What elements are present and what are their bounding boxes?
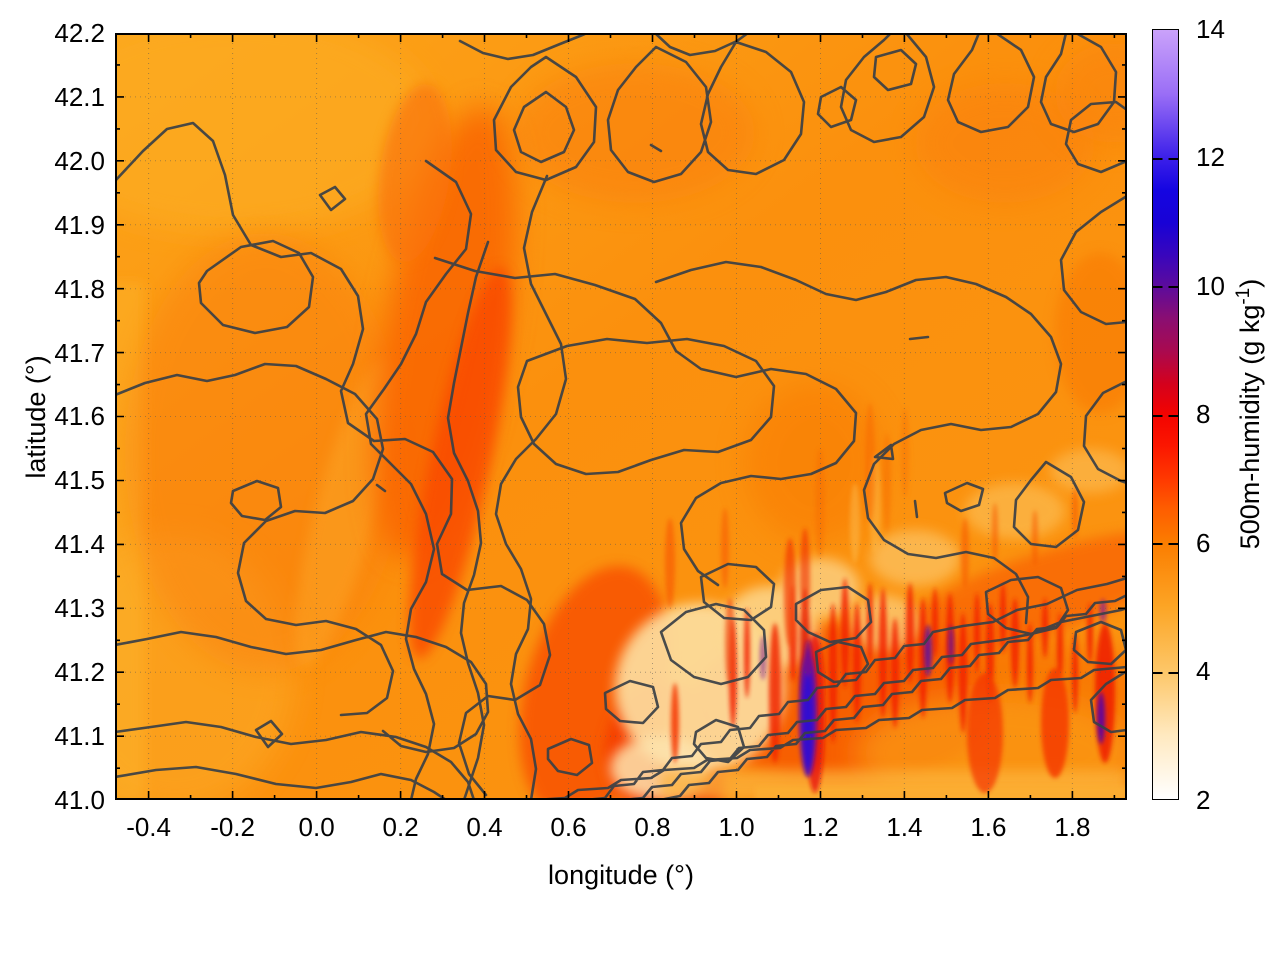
colorbar-tick-label: 10 [1196,271,1225,301]
y-tick-label: 41.7 [54,338,105,368]
plot-area [115,33,1127,800]
colorbar-tick-label: 8 [1196,399,1211,429]
y-tick-label: 42.2 [54,18,105,48]
contour-lines [115,33,1127,800]
x-axis-label: longitude (°) [548,860,694,890]
heat-field [115,33,1127,800]
colorbar-tick-8 [1153,414,1178,417]
y-tick-label: 41.1 [54,721,105,751]
y-tick-label: 41.2 [54,657,105,687]
x-tick-label: 1.8 [1054,812,1091,842]
y-tick-label: 42.0 [54,146,105,176]
x-tick-label: -0.2 [210,812,255,842]
colorbar-tick-4 [1153,671,1178,674]
y-tick-label: 42.1 [54,82,105,112]
colorbar-tick-label: 6 [1196,528,1211,558]
colorbar-tick-6 [1153,543,1178,545]
colorbar-tick-label: 2 [1196,785,1211,815]
y-tick-label: 41.8 [54,274,105,304]
colorbar [1152,29,1179,800]
colorbar-tick-label: 12 [1196,142,1225,172]
colorbar-label-prefix: 500m-humidity (g kg [1235,304,1265,550]
x-tick-label: 1.0 [718,812,755,842]
colorbar-tick-12 [1153,157,1178,160]
x-tick-label: 1.4 [886,812,923,842]
grid-lines [115,33,1127,800]
x-tick-label: 0.0 [298,812,335,842]
axis-ticks [115,33,1127,800]
y-tick-label: 41.3 [54,593,105,623]
y-tick-label: 41.0 [54,785,105,815]
x-tick-label: 0.2 [382,812,419,842]
y-tick-label: 41.5 [54,465,105,495]
colorbar-tick-10 [1153,286,1178,288]
colorbar-label-suffix: ) [1235,278,1265,288]
y-axis-label: latitude (°) [21,355,51,479]
plot-border [115,33,1127,800]
heatmap-plot [115,33,1127,800]
colorbar-axis-label: 500m-humidity (g kg-1) [1229,279,1265,550]
colorbar-tick-label: 4 [1196,656,1211,686]
x-tick-label: 0.6 [550,812,587,842]
y-tick-label: 41.4 [54,529,105,559]
y-tick-label: 41.6 [54,401,105,431]
colorbar-tick-label: 14 [1196,14,1225,44]
y-tick-label: 41.9 [54,210,105,240]
x-tick-label: 1.2 [802,812,839,842]
x-tick-label: -0.4 [126,812,171,842]
x-tick-label: 0.8 [634,812,671,842]
x-tick-label: 1.6 [970,812,1007,842]
colorbar-label-superscript: -1 [1233,287,1254,305]
x-tick-label: 0.4 [466,812,503,842]
